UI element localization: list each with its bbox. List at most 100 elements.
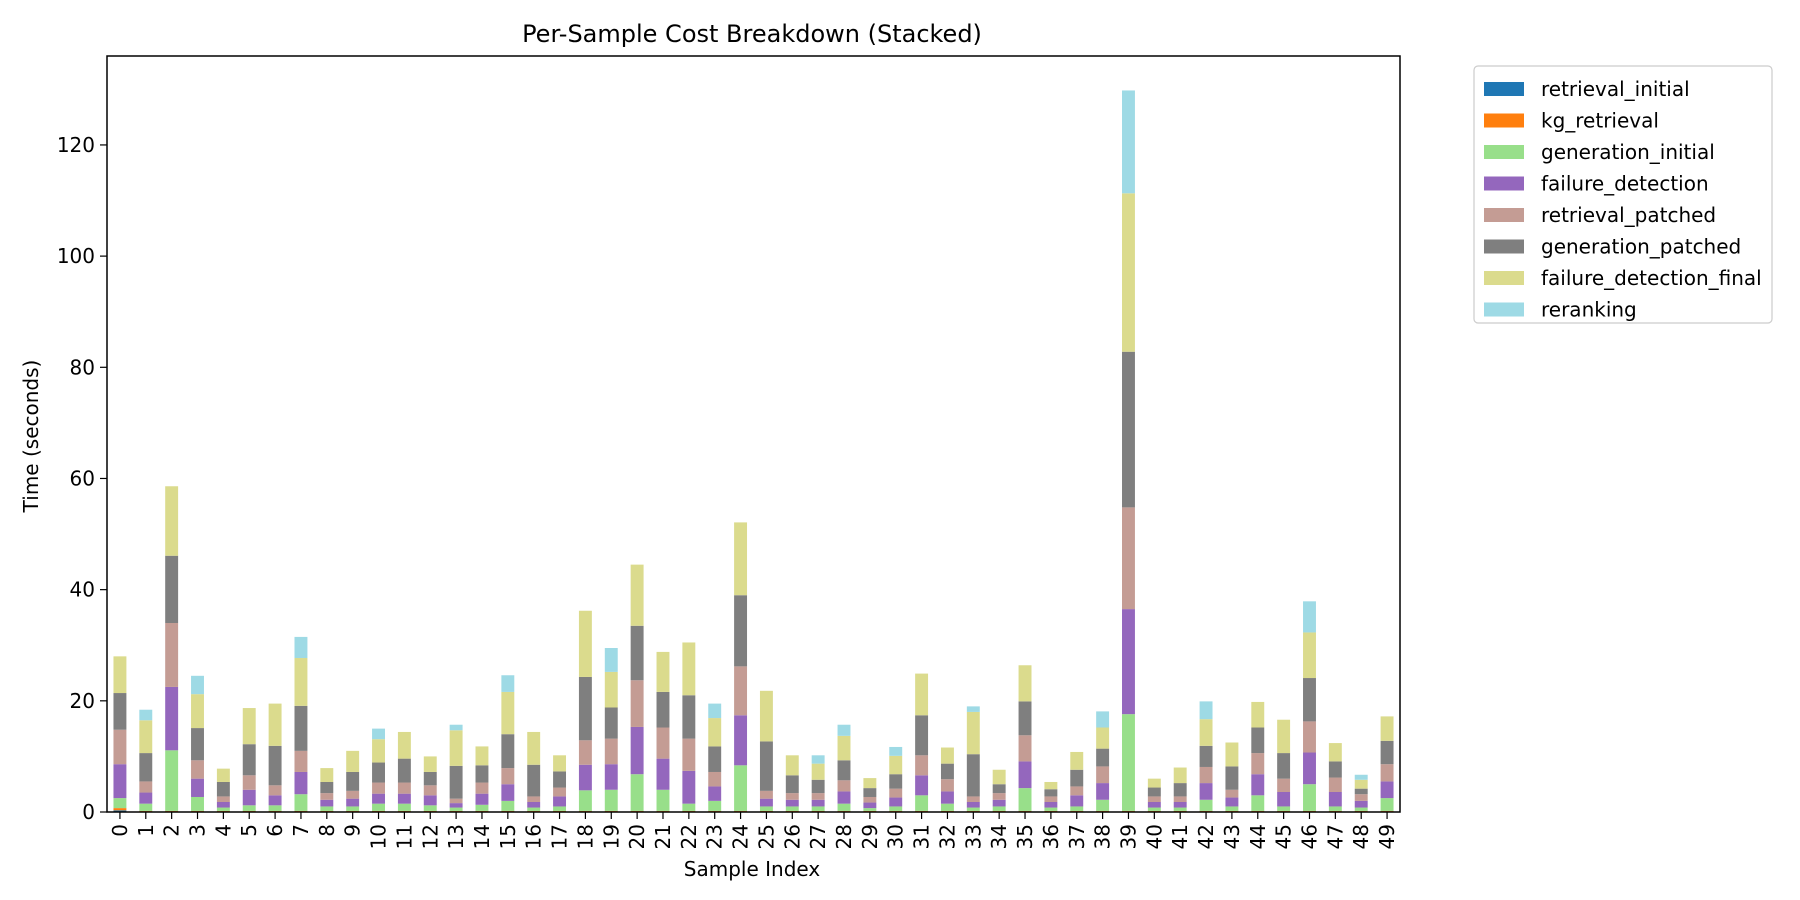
bar-segment-reranking-3	[191, 675, 204, 695]
bar-segment-kg_retrieval-48	[1354, 810, 1368, 812]
bar-segment-retrieval_patched-7	[294, 750, 308, 772]
bar-segment-generation_patched-14	[475, 765, 489, 783]
bar-segment-reranking-23	[708, 703, 722, 719]
bar-segment-failure_detection-21	[656, 758, 670, 790]
x-tick-label-22: 22	[677, 824, 701, 849]
bar-segment-failure_detection-20	[630, 726, 644, 775]
bar-segment-kg_retrieval-17	[553, 810, 567, 812]
bar-segment-failure_detection_final-9	[346, 750, 360, 772]
bar-segment-failure_detection-43	[1225, 797, 1239, 807]
bar-segment-retrieval_patched-33	[966, 796, 980, 802]
bar-segment-failure_detection_final-33	[966, 711, 980, 755]
bar-segment-generation_initial-31	[915, 795, 929, 811]
bar-segment-failure_detection-17	[553, 796, 567, 807]
bar-segment-retrieval_patched-36	[1044, 796, 1058, 802]
bar-segment-failure_detection-40	[1147, 801, 1161, 808]
bar-segment-failure_detection_final-34	[992, 769, 1006, 785]
bar-segment-generation_initial-45	[1277, 806, 1291, 811]
y-tick-label-120: 120	[57, 133, 95, 157]
x-tick-label-2: 2	[160, 824, 184, 837]
x-tick-label-0: 0	[108, 824, 132, 837]
bar-segment-reranking-28	[837, 724, 851, 736]
bar-segment-retrieval_patched-9	[346, 790, 360, 799]
bar-segment-generation_patched-24	[734, 595, 748, 667]
bar-segment-kg_retrieval-31	[915, 810, 929, 812]
bar-segment-generation_patched-31	[915, 715, 929, 756]
bar-segment-retrieval_patched-21	[656, 727, 670, 759]
bar-segment-generation_initial-37	[1070, 806, 1084, 811]
bar-segment-retrieval_patched-35	[1018, 735, 1032, 762]
bar-segment-generation_patched-2	[165, 555, 179, 623]
x-tick-label-13: 13	[444, 824, 468, 849]
bar-segment-failure_detection_final-41	[1173, 767, 1187, 784]
bar-segment-generation_initial-9	[346, 806, 360, 811]
x-tick-label-21: 21	[651, 824, 675, 849]
bar-segment-kg_retrieval-38	[1096, 810, 1110, 812]
bar-segment-generation_patched-12	[423, 771, 437, 786]
bar-segment-generation_initial-4	[216, 807, 230, 811]
bar-segment-generation_patched-1	[139, 753, 153, 782]
bar-segment-generation_initial-39	[1122, 714, 1135, 811]
bar-segment-failure_detection-38	[1096, 783, 1110, 800]
bar-segment-failure_detection-48	[1354, 800, 1368, 808]
bar-segment-failure_detection_final-5	[242, 708, 256, 745]
x-tick-label-15: 15	[496, 824, 520, 849]
bar-segment-retrieval_patched-43	[1225, 789, 1239, 798]
bar-segment-retrieval_patched-27	[811, 793, 825, 800]
bar-segment-failure_detection-46	[1303, 752, 1316, 785]
bar-segment-failure_detection-0	[113, 764, 127, 799]
bar-segment-generation_patched-27	[811, 779, 825, 794]
x-tick-label-23: 23	[703, 824, 727, 849]
bar-segment-retrieval_patched-2	[165, 623, 179, 687]
bar-segment-failure_detection-30	[889, 797, 903, 807]
x-tick-label-20: 20	[625, 824, 649, 849]
x-tick-label-5: 5	[237, 824, 261, 837]
bar-segment-failure_detection_final-25	[759, 690, 773, 742]
bar-segment-generation_initial-43	[1225, 806, 1239, 811]
bar-segment-generation_initial-22	[682, 803, 696, 811]
bar-segment-kg_retrieval-40	[1147, 810, 1161, 812]
bar-segment-failure_detection-8	[320, 799, 334, 807]
x-tick-label-49: 49	[1375, 824, 1399, 849]
x-tick-label-26: 26	[780, 824, 804, 849]
bar-segment-failure_detection-26	[785, 799, 799, 807]
bar-segment-kg_retrieval-39	[1122, 810, 1135, 812]
bar-segment-generation_patched-47	[1328, 761, 1342, 778]
bar-segment-kg_retrieval-41	[1173, 810, 1187, 812]
bar-segment-failure_detection-15	[501, 784, 515, 801]
legend-swatch-generation_patched	[1484, 239, 1524, 254]
bar-segment-retrieval_patched-34	[992, 793, 1006, 800]
x-tick-label-40: 40	[1142, 824, 1166, 849]
bar-segment-failure_detection_final-18	[578, 610, 592, 677]
x-tick-label-10: 10	[367, 824, 391, 849]
bar-segment-kg_retrieval-32	[940, 810, 954, 812]
x-tick-label-44: 44	[1246, 824, 1270, 849]
bar-segment-retrieval_patched-5	[242, 775, 256, 790]
bar-segment-retrieval_patched-46	[1303, 721, 1316, 753]
bar-segment-failure_detection-45	[1277, 791, 1291, 807]
bar-segment-generation_patched-17	[553, 771, 567, 788]
bar-segment-generation_initial-13	[449, 807, 463, 811]
bar-segment-failure_detection-35	[1018, 761, 1032, 789]
bar-segment-retrieval_patched-39	[1122, 507, 1135, 610]
x-tick-label-4: 4	[211, 824, 235, 837]
bar-segment-failure_detection-1	[139, 792, 153, 804]
bar-segment-failure_detection_final-15	[501, 691, 515, 735]
bar-segment-generation_patched-44	[1251, 727, 1265, 754]
x-tick-label-25: 25	[754, 824, 778, 849]
bar-segment-kg_retrieval-7	[294, 810, 308, 812]
bar-segment-reranking-38	[1096, 711, 1110, 728]
bar-segment-failure_detection_final-40	[1147, 778, 1161, 788]
bar-segment-retrieval_patched-23	[708, 771, 722, 787]
y-tick-label-0: 0	[82, 800, 95, 824]
bar-segment-failure_detection_final-14	[475, 746, 489, 766]
bar-segment-generation_initial-10	[372, 803, 385, 811]
x-tick-label-3: 3	[186, 824, 210, 837]
bar-segment-failure_detection_final-49	[1380, 716, 1394, 741]
legend-swatch-reranking	[1484, 302, 1524, 317]
bar-segment-failure_detection-2	[165, 686, 179, 751]
bar-segment-generation_patched-3	[191, 728, 204, 761]
bar-segment-generation_patched-25	[759, 741, 773, 791]
bar-segment-retrieval_patched-48	[1354, 794, 1368, 801]
